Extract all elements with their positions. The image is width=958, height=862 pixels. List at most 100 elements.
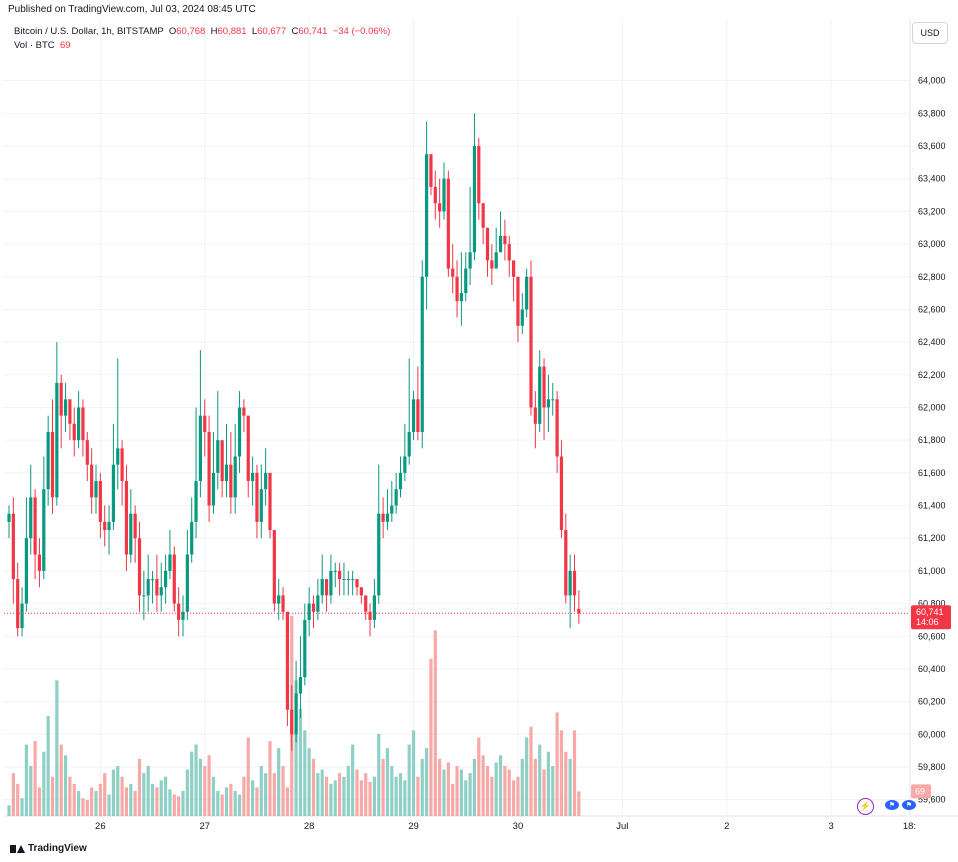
volume-bar <box>546 751 550 816</box>
volume-bar <box>411 730 416 816</box>
candle-body <box>37 554 42 571</box>
candle-body <box>372 595 376 620</box>
published-caption: Published on TradingView.com, Jul 03, 20… <box>8 4 256 15</box>
candle-body <box>446 178 450 269</box>
candle-body <box>507 244 511 261</box>
volume-bar <box>190 751 194 816</box>
volume-bar <box>372 776 376 816</box>
volume-bar <box>368 782 372 816</box>
volume-bar <box>98 783 102 816</box>
x-tick-label: 3 <box>829 821 834 832</box>
candle-body <box>229 464 233 498</box>
candle-body <box>268 472 272 531</box>
close-value: 60,741 <box>298 26 328 37</box>
candle-body <box>216 440 220 473</box>
candle-body <box>59 382 63 416</box>
volume-bar <box>398 773 403 816</box>
candle-body <box>364 595 368 612</box>
y-tick-label: 63,200 <box>918 206 946 216</box>
candle-body <box>246 415 250 482</box>
flag-icon[interactable]: ⚑ <box>902 800 916 810</box>
candle-body <box>546 399 550 408</box>
candle-body <box>485 227 490 261</box>
candle-body <box>7 513 11 522</box>
candle-body <box>68 399 72 424</box>
volume-bar <box>237 794 242 816</box>
volume-bar <box>472 758 477 816</box>
volume-bar <box>20 798 24 816</box>
candle-body <box>90 464 94 498</box>
candle-body <box>107 521 111 531</box>
volume-bar <box>172 794 176 816</box>
candle-body <box>438 203 442 212</box>
candle-body <box>85 440 89 465</box>
candle-body <box>516 276 520 326</box>
candle-body <box>464 268 468 294</box>
x-tick-label: 2 <box>724 821 729 832</box>
volume-bar <box>416 776 420 816</box>
candle-body <box>498 235 503 253</box>
volume-label: Vol · BTC <box>14 40 55 51</box>
candle-body <box>385 513 390 522</box>
volume-bar <box>63 755 68 816</box>
candle-body <box>50 432 55 498</box>
volume-bar <box>346 766 350 816</box>
volume-bar <box>72 783 76 816</box>
volume-bar <box>294 680 298 816</box>
volume-bar <box>429 658 433 816</box>
x-tick-label: 27 <box>199 821 210 832</box>
lightning-icon[interactable]: ⚡ <box>857 798 874 815</box>
volume-bar <box>90 787 94 816</box>
volume-bar <box>251 780 255 816</box>
volume-bar <box>137 758 142 816</box>
candle-body <box>555 399 559 457</box>
candle-body <box>116 448 120 465</box>
volume-bar <box>385 748 390 816</box>
candle-body <box>177 603 181 620</box>
candle-body <box>355 579 359 588</box>
volume-bar <box>59 744 63 816</box>
candle-body <box>81 407 85 441</box>
candle-body <box>111 464 115 522</box>
low-label: L <box>251 26 258 37</box>
volume-bar <box>37 787 42 816</box>
candle-body <box>259 489 263 522</box>
candle-body <box>103 521 107 531</box>
volume-bar <box>507 769 511 816</box>
volume-bar <box>150 783 155 816</box>
volume-bar <box>433 630 437 816</box>
candle-body <box>298 677 303 694</box>
volume-bar <box>246 737 250 816</box>
y-tick-label: 62,600 <box>918 304 946 314</box>
volume-bar <box>272 773 276 816</box>
volume-bar <box>381 758 385 816</box>
volume-bar <box>255 787 259 816</box>
x-tick-label: 28 <box>304 821 315 832</box>
volume-bar <box>198 758 202 816</box>
brand-footer[interactable]: TradingView <box>10 843 87 854</box>
candle-body <box>346 579 350 581</box>
candle-body <box>290 709 294 735</box>
volume-bar <box>224 787 229 816</box>
volume-bar <box>529 726 533 816</box>
volume-bar <box>464 780 468 816</box>
candle-body <box>190 521 194 555</box>
volume-bar <box>264 773 268 816</box>
candle-body <box>94 481 98 498</box>
volume-bar <box>555 712 559 816</box>
volume-bar <box>7 805 11 816</box>
candle-body <box>429 154 433 187</box>
candle-body <box>294 693 298 735</box>
candle-body <box>211 472 216 506</box>
candle-body <box>494 252 498 269</box>
candle-body <box>468 252 472 269</box>
volume-bar <box>124 787 129 816</box>
volume-bar <box>377 733 381 816</box>
y-tick-label: 59,600 <box>918 795 946 805</box>
currency-button[interactable]: USD <box>912 22 948 44</box>
volume-bar <box>168 789 172 816</box>
candle-body <box>168 554 172 571</box>
candle-body <box>538 366 542 424</box>
flag-icon[interactable]: ⚑ <box>885 800 899 810</box>
